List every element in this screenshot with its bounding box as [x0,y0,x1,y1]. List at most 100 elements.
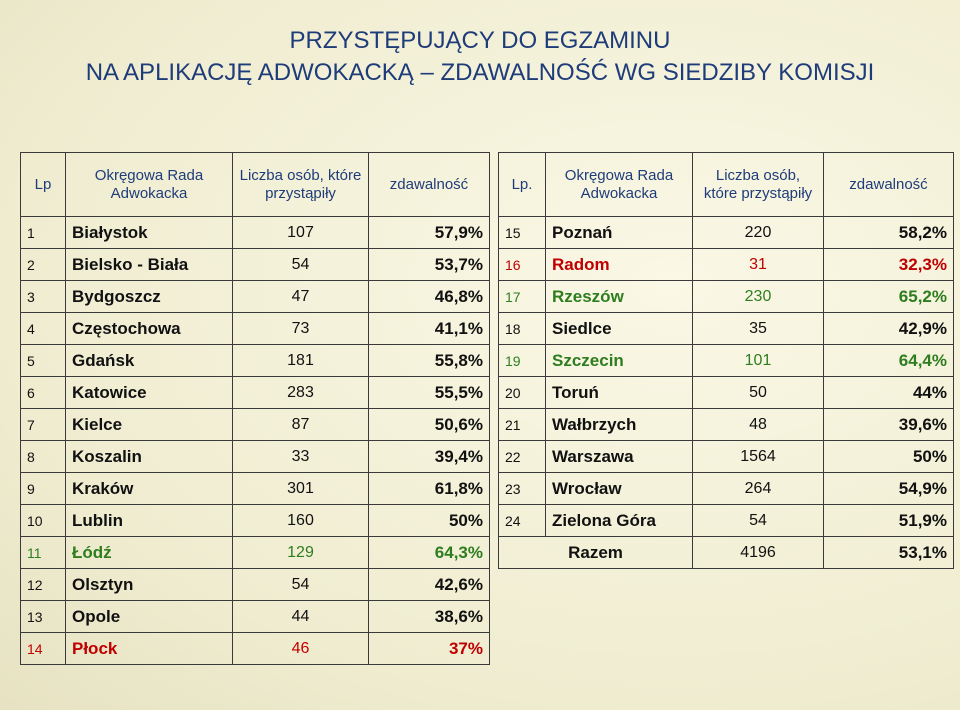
cell-lp: 2 [20,248,66,281]
cell-count: 73 [232,312,369,345]
cell-name: Bydgoszcz [65,280,233,313]
title-line: PRZYSTĘPUJĄCY DO EGZAMINU [289,27,671,54]
cell-pct: 64,3% [368,536,490,569]
cell-name: Lublin [65,504,233,537]
cell-name: Poznań [545,216,693,249]
cell-name: Płock [65,632,233,665]
table-row: 4 Częstochowa 73 41,1% [20,312,490,345]
cell-name: Bielsko - Biała [65,248,233,281]
cell-name: Siedlce [545,312,693,345]
cell-name: Wrocław [545,472,693,505]
cell-name: Gdańsk [65,344,233,377]
cell-lp: 7 [20,408,66,441]
cell-count: 54 [232,248,369,281]
cell-pct: 38,6% [368,600,490,633]
table-row: 6 Katowice 283 55,5% [20,376,490,409]
table-row: 2 Bielsko - Biała 54 53,7% [20,248,490,281]
left-table: Lp Okręgowa Rada Adwokacka Liczba osób, kt… [20,152,490,665]
cell-count: 46 [232,632,369,665]
cell-name: Częstochowa [65,312,233,345]
cell-pct: 57,9% [368,216,490,249]
title-line: NA APLIKACJĘ ADWOKACKĄ – ZDAWALNOŚĆ WG S… [85,59,875,86]
cell-lp: 15 [498,216,546,249]
header-cell: zdawalność [823,152,954,217]
cell-pct: 55,8% [368,344,490,377]
cell-name: Opole [65,600,233,633]
cell-count: 31 [692,248,824,281]
right-table: Lp. Okręgowa Rada Adwokacka Liczba osób, k… [498,152,954,569]
table-row: 14 Płock 46 37% [20,632,490,665]
cell-count: 230 [692,280,824,313]
cell-pct: 44% [823,376,954,409]
header-cell: Liczba osób, które przystąpiły [232,152,369,217]
cell-pct: 54,9% [823,472,954,505]
cell-name: Kraków [65,472,233,505]
table-row: 21 Wałbrzych 48 39,6% [498,408,954,441]
table-row: 10 Lublin 160 50% [20,504,490,537]
cell-lp: 1 [20,216,66,249]
cell-pct: 50,6% [368,408,490,441]
cell-lp: 14 [20,632,66,665]
cell-count: 44 [232,600,369,633]
header-row: Lp Okręgowa Rada Adwokacka Liczba osób, kt… [20,152,490,217]
cell-lp: 9 [20,472,66,505]
table-row: 12 Olsztyn 54 42,6% [20,568,490,601]
table-row: 17 Rzeszów 230 65,2% [498,280,954,313]
cell-name: Olsztyn [65,568,233,601]
table-row: 1 Białystok 107 57,9% [20,216,490,249]
table-row: 20 Toruń 50 44% [498,376,954,409]
cell-count: 160 [232,504,369,537]
cell-pct: 65,2% [823,280,954,313]
cell-label: Razem [498,536,693,569]
header-cell: Lp [20,152,66,217]
cell-pct: 42,9% [823,312,954,345]
cell-count: 50 [692,376,824,409]
cell-name: Zielona Góra [545,504,693,537]
cell-lp: 3 [20,280,66,313]
cell-pct: 50% [823,440,954,473]
table-row: 3 Bydgoszcz 47 46,8% [20,280,490,313]
cell-count: 54 [692,504,824,537]
cell-lp: 18 [498,312,546,345]
cell-lp: 4 [20,312,66,345]
cell-name: Toruń [545,376,693,409]
cell-pct: 53,1% [823,536,954,569]
header-cell: Lp. [498,152,546,217]
cell-lp: 23 [498,472,546,505]
cell-count: 107 [232,216,369,249]
cell-lp: 22 [498,440,546,473]
cell-pct: 42,6% [368,568,490,601]
cell-count: 101 [692,344,824,377]
table-row: 7 Kielce 87 50,6% [20,408,490,441]
cell-name: Warszawa [545,440,693,473]
table-row: 16 Radom 31 32,3% [498,248,954,281]
cell-lp: 24 [498,504,546,537]
cell-count: 33 [232,440,369,473]
cell-lp: 20 [498,376,546,409]
cell-count: 1564 [692,440,824,473]
table-row: 23 Wrocław 264 54,9% [498,472,954,505]
table-row: 9 Kraków 301 61,8% [20,472,490,505]
cell-name: Katowice [65,376,233,409]
table-row: 19 Szczecin 101 64,4% [498,344,954,377]
cell-count: 48 [692,408,824,441]
cell-name: Szczecin [545,344,693,377]
table-row: 13 Opole 44 38,6% [20,600,490,633]
cell-lp: 6 [20,376,66,409]
cell-pct: 32,3% [823,248,954,281]
table-row: 8 Koszalin 33 39,4% [20,440,490,473]
table-row: 15 Poznań 220 58,2% [498,216,954,249]
cell-count: 129 [232,536,369,569]
cell-lp: 19 [498,344,546,377]
header-cell: Liczba osób, które przystąpiły [692,152,824,217]
table-row: 5 Gdańsk 181 55,8% [20,344,490,377]
cell-pct: 53,7% [368,248,490,281]
cell-name: Koszalin [65,440,233,473]
cell-pct: 58,2% [823,216,954,249]
cell-name: Radom [545,248,693,281]
table-row: 24 Zielona Góra 54 51,9% [498,504,954,537]
header-cell: zdawalność [368,152,490,217]
cell-lp: 11 [20,536,66,569]
cell-count: 264 [692,472,824,505]
